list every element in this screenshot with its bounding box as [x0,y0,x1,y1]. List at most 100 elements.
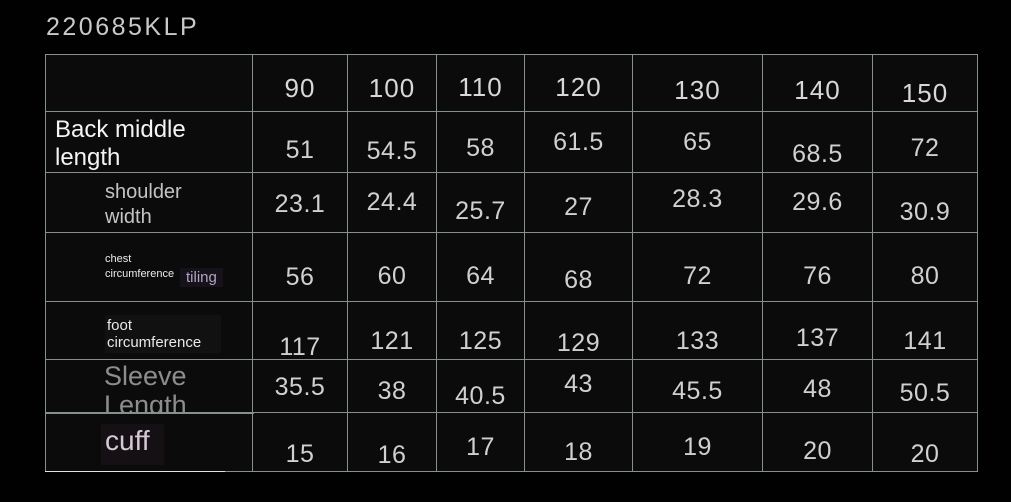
size-value-cell: 72 [633,233,762,301]
size-value-cell: 27 [525,173,632,232]
row-label: foot circumference [105,315,221,353]
size-value: 64 [466,261,495,290]
size-value-cell: 65 [633,112,762,172]
size-value-cell: 38 [348,360,436,412]
size-header-cell: 110 [437,55,524,111]
size-value: 129 [556,329,601,357]
size-value: 38 [377,376,407,405]
row-divider-overlay [46,413,254,414]
size-value-cell: 56 [253,233,347,301]
row-label: Sleeve Length [104,361,187,420]
size-value: 133 [675,327,720,355]
size-value: 20 [910,439,940,468]
size-value-cell: 20 [873,413,977,471]
size-value-cell: 58 [437,112,524,172]
size-value-cell: 40.5 [437,360,524,412]
size-value: 17 [466,432,495,461]
size-value-cell: 28.3 [633,173,762,232]
row-label: chest circumference [105,253,175,280]
size-value: 72 [683,261,712,290]
size-value: 125 [458,327,503,355]
size-value: 68 [564,265,593,294]
size-value-cell: 68.5 [763,112,872,172]
size-value: 137 [795,324,840,352]
size-value-cell: 54.5 [348,112,436,172]
size-value: 51 [285,135,315,164]
size-value-cell: 60 [348,233,436,301]
size-header-value: 140 [794,74,841,105]
size-value-cell: 20 [763,413,872,471]
row-label-cell-cuff: cuff [46,413,252,471]
size-value-cell: 48 [763,360,872,412]
size-value: 35.5 [274,372,326,401]
size-value-cell: 61.5 [525,112,632,172]
row-label-cell-chest_circumference: chest circumference tiling [46,233,252,301]
size-value: 54.5 [366,136,418,165]
size-value-cell: 76 [763,233,872,301]
size-header-cell: 100 [348,55,436,111]
size-value: 117 [279,333,321,361]
size-value: 27 [564,193,593,221]
size-value: 56 [285,262,315,291]
size-value: 15 [285,439,315,468]
size-value: 23.1 [274,190,326,218]
size-value: 76 [803,261,832,290]
size-chart-table: 90 100 110 120 130 140 150 Back middle length 51… [45,54,978,472]
size-value: 24.4 [366,188,418,216]
size-value-cell: 129 [525,302,632,359]
size-value-cell: 137 [763,302,872,359]
size-header-cell: 140 [763,55,872,111]
size-header-cell: 150 [873,55,977,111]
size-value-cell: 133 [633,302,762,359]
size-value-cell: 35.5 [253,360,347,412]
size-value: 121 [370,327,414,355]
size-header-value: 120 [555,71,602,102]
size-value: 20 [803,436,832,465]
size-value-cell: 15 [253,413,347,471]
size-value-cell: 18 [525,413,632,471]
size-value: 18 [564,437,593,466]
row-label-cell-sleeve_length: Sleeve Length [46,360,252,420]
size-header-cell: 120 [525,55,632,111]
size-value: 40.5 [455,381,506,410]
size-value: 80 [910,261,940,290]
size-value: 25.7 [455,197,506,225]
row-label: Back middle length [55,116,186,171]
size-value-cell: 45.5 [633,360,762,412]
row-label: shoulder width [105,181,182,228]
size-value-cell: 72 [873,112,977,172]
size-header-value: 150 [901,77,949,108]
row-label-cell-shoulder_width: shoulder width [46,173,252,232]
row-label: cuff [101,424,164,465]
size-value-cell: 16 [348,413,436,471]
size-header-value: 110 [458,71,503,102]
size-value: 141 [903,327,947,355]
size-value-cell: 80 [873,233,977,301]
size-value-cell: 121 [348,302,436,359]
size-value: 29.6 [792,188,843,216]
size-header-cell: 90 [253,55,347,111]
size-value: 48 [803,374,832,403]
size-value: 58 [466,133,495,162]
size-value: 45.5 [672,376,723,405]
size-value-cell: 19 [633,413,762,471]
size-value-cell: 24.4 [348,173,436,232]
size-value: 50.5 [899,378,951,407]
size-value: 28.3 [672,185,723,213]
size-header-value: 100 [368,72,416,103]
size-value-cell: 64 [437,233,524,301]
size-value-cell: 68 [525,233,632,301]
size-value: 65 [683,127,712,156]
size-header-cell: 130 [633,55,762,111]
size-value-cell: 29.6 [763,173,872,232]
size-value-cell: 17 [437,413,524,471]
table-bottom-highlight [45,471,225,472]
size-value-cell: 30.9 [873,173,977,232]
size-header-value: 130 [674,74,721,105]
row-label-extra: tiling [180,268,223,287]
size-value: 61.5 [553,127,604,156]
size-value: 68.5 [792,139,843,168]
size-value: 30.9 [899,198,951,226]
product-code-title: 220685KLP [46,13,200,41]
